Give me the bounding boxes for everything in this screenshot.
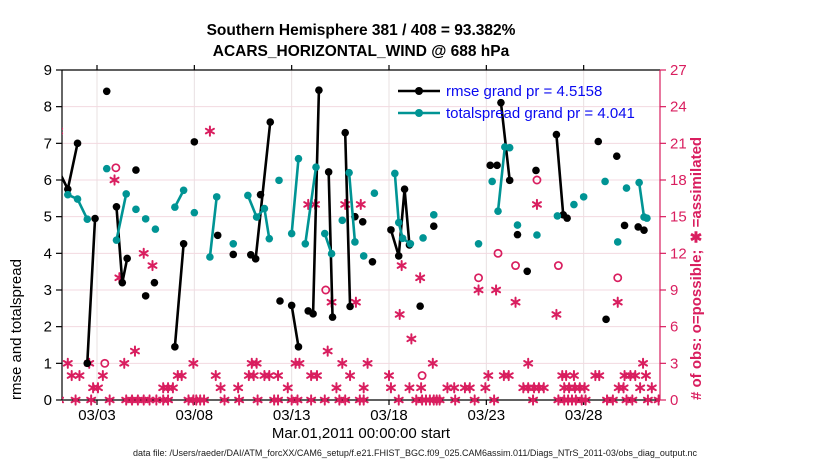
svg-text:6: 6 — [670, 319, 678, 336]
legend-label-totalspread: totalspread grand pr = 4.041 — [446, 104, 635, 122]
svg-text:2: 2 — [44, 319, 52, 336]
svg-text:9: 9 — [44, 62, 52, 79]
svg-text:9: 9 — [670, 282, 678, 299]
svg-text:3: 3 — [44, 282, 52, 299]
svg-text:03/18: 03/18 — [370, 407, 408, 424]
svg-text:0: 0 — [670, 392, 678, 409]
legend-label-rmse: rmse grand pr = 4.5158 — [446, 82, 603, 100]
y-axis-label-right: # of obs: o=possible; ✱=assimilated — [688, 136, 705, 400]
series-rmse — [62, 86, 648, 368]
chart-title: Southern Hemisphere 381 / 408 = 93.382% — [206, 22, 516, 39]
svg-text:7: 7 — [44, 135, 52, 152]
data-file-path: data file: /Users/raeder/DAI/ATM_forcXX/… — [133, 448, 697, 458]
svg-text:6: 6 — [44, 172, 52, 189]
svg-text:5: 5 — [44, 209, 52, 226]
svg-text:8: 8 — [44, 99, 52, 116]
gridlines — [62, 70, 660, 400]
axis-tick-labels: 03/03 03/08 03/13 03/18 03/23 03/280123456789… — [44, 62, 687, 424]
svg-text:21: 21 — [670, 135, 687, 152]
series-totalspread — [63, 143, 651, 261]
markers-possible — [100, 163, 623, 381]
legend-entry-totalspread: totalspread grand pr = 4.041 — [396, 102, 635, 124]
svg-text:15: 15 — [670, 209, 687, 226]
x-axis-label: Mar.01,2011 00:00:00 start — [271, 425, 451, 442]
svg-text:4: 4 — [44, 245, 52, 262]
legend: rmse grand pr = 4.5158 totalspread grand… — [396, 80, 635, 124]
svg-text:0: 0 — [44, 392, 52, 409]
svg-text:03/08: 03/08 — [176, 407, 214, 424]
legend-swatch-totalspread-icon — [398, 109, 440, 117]
svg-text:03/13: 03/13 — [273, 407, 311, 424]
legend-swatch-rmse-icon — [398, 87, 440, 95]
svg-text:03/23: 03/23 — [468, 407, 506, 424]
svg-text:18: 18 — [670, 172, 687, 189]
svg-text:1: 1 — [44, 355, 52, 372]
svg-text:03/28: 03/28 — [565, 407, 603, 424]
svg-text:12: 12 — [670, 245, 687, 262]
svg-text:03/03: 03/03 — [78, 407, 116, 424]
svg-text:3: 3 — [670, 355, 678, 372]
legend-entry-rmse: rmse grand pr = 4.5158 — [396, 80, 635, 102]
y-axis-label-left: rmse and totalspread — [8, 259, 25, 400]
svg-text:24: 24 — [670, 99, 687, 116]
chart-subtitle: ACARS_HORIZONTAL_WIND @ 688 hPa — [212, 43, 510, 60]
svg-text:27: 27 — [670, 62, 687, 79]
chart-title-block: Southern Hemisphere 381 / 408 = 93.382% … — [62, 20, 660, 62]
markers-assimilated — [62, 125, 660, 406]
